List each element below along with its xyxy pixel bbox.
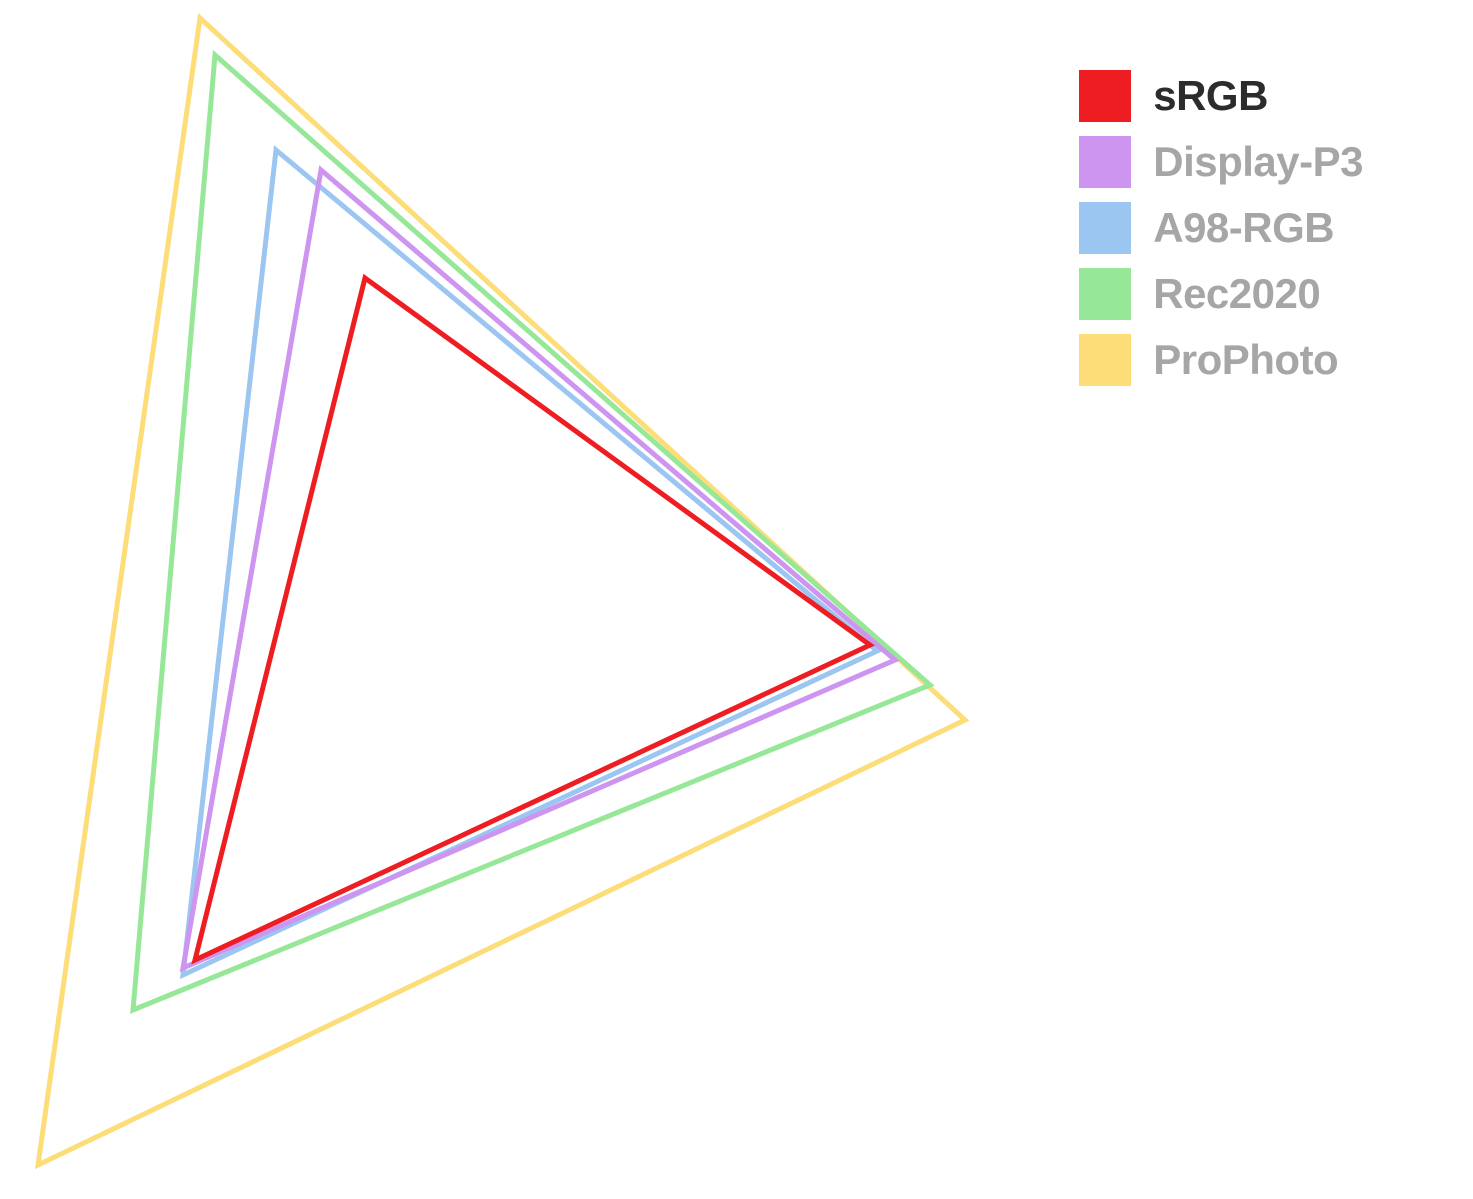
legend-swatch-a98-rgb xyxy=(1079,202,1131,254)
gamut-triangle-srgb xyxy=(195,278,870,960)
legend-label-rec2020: Rec2020 xyxy=(1153,270,1320,318)
legend-label-a98-rgb: A98-RGB xyxy=(1153,204,1334,252)
legend: sRGB Display-P3 A98-RGB Rec2020 ProPhoto xyxy=(1079,70,1363,386)
legend-swatch-srgb xyxy=(1079,70,1131,122)
legend-swatch-display-p3 xyxy=(1079,136,1131,188)
gamut-triangle-a98-rgb xyxy=(183,150,877,975)
gamut-triangle-display-p3 xyxy=(183,170,895,968)
legend-item-a98-rgb[interactable]: A98-RGB xyxy=(1079,202,1363,254)
legend-swatch-prophoto xyxy=(1079,334,1131,386)
legend-item-display-p3[interactable]: Display-P3 xyxy=(1079,136,1363,188)
gamut-triangle-rec2020 xyxy=(133,55,930,1010)
legend-label-display-p3: Display-P3 xyxy=(1153,138,1363,186)
legend-label-prophoto: ProPhoto xyxy=(1153,336,1338,384)
legend-item-srgb[interactable]: sRGB xyxy=(1079,70,1363,122)
legend-label-srgb: sRGB xyxy=(1153,72,1268,120)
legend-item-prophoto[interactable]: ProPhoto xyxy=(1079,334,1363,386)
legend-swatch-rec2020 xyxy=(1079,268,1131,320)
legend-item-rec2020[interactable]: Rec2020 xyxy=(1079,268,1363,320)
